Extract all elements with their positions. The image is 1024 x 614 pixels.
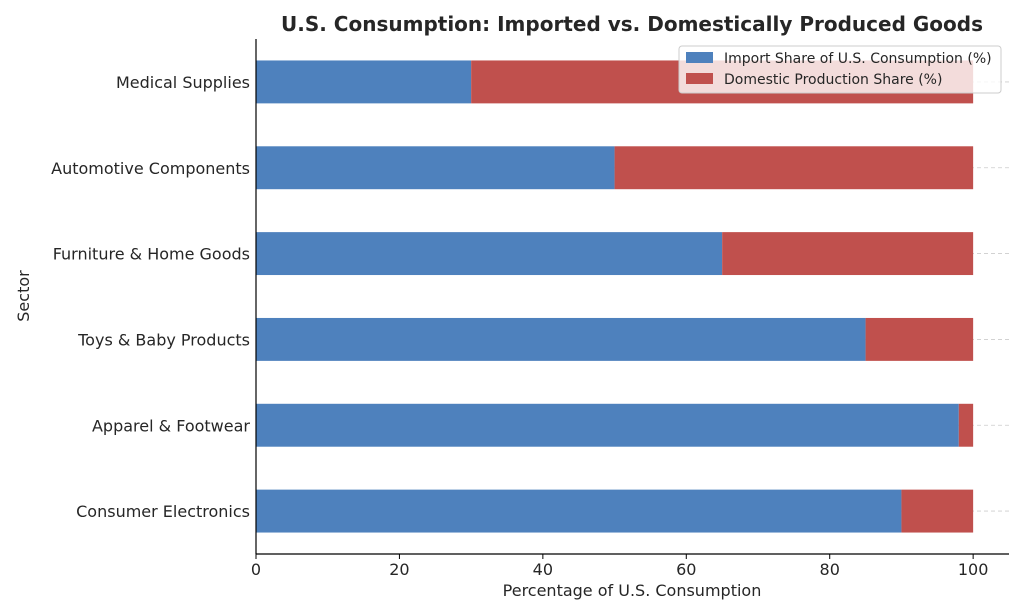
x-axis-title: Percentage of U.S. Consumption: [503, 581, 762, 600]
legend-swatch-domestic: [686, 73, 713, 84]
legend-swatch-import: [686, 52, 713, 63]
category-label: Furniture & Home Goods: [53, 245, 250, 264]
legend: Import Share of U.S. Consumption (%) Dom…: [678, 45, 1002, 94]
x-tick-label: 0: [251, 560, 261, 579]
category-label: Consumer Electronics: [76, 502, 250, 521]
import-bar-0: [256, 489, 902, 533]
axes: [255, 39, 1009, 555]
legend-label-import: Import Share of U.S. Consumption (%): [724, 51, 992, 67]
domestic-bar-2: [865, 317, 974, 361]
domestic-bar-3: [722, 232, 974, 276]
domestic-bar-4: [614, 146, 974, 190]
import-bar-3: [256, 232, 723, 276]
x-tick-label: 80: [820, 560, 840, 579]
domestic-bar-1: [958, 403, 974, 447]
legend-label-domestic: Domestic Production Share (%): [724, 72, 942, 88]
category-label: Toys & Baby Products: [77, 330, 250, 349]
import-bar-4: [256, 146, 615, 190]
domestic-bar-0: [901, 489, 974, 533]
import-bar-5: [256, 60, 472, 104]
chart-title: U.S. Consumption: Imported vs. Domestica…: [281, 12, 983, 36]
category-label: Automotive Components: [51, 159, 250, 178]
x-tick-label: 40: [533, 560, 553, 579]
x-tick-labels: 0 20 40 60 80 100: [251, 554, 989, 579]
import-bar-2: [256, 317, 866, 361]
x-tick-label: 20: [389, 560, 409, 579]
import-bar-1: [256, 403, 959, 447]
legend-box: [678, 45, 1002, 94]
category-labels: Consumer Electronics Apparel & Footwear To…: [51, 73, 250, 521]
x-tick-label: 100: [958, 560, 989, 579]
category-label: Apparel & Footwear: [92, 416, 250, 435]
y-axis-title: Sector: [14, 270, 33, 322]
category-label: Medical Supplies: [116, 73, 250, 92]
bars: [256, 60, 974, 533]
x-tick-label: 60: [676, 560, 696, 579]
